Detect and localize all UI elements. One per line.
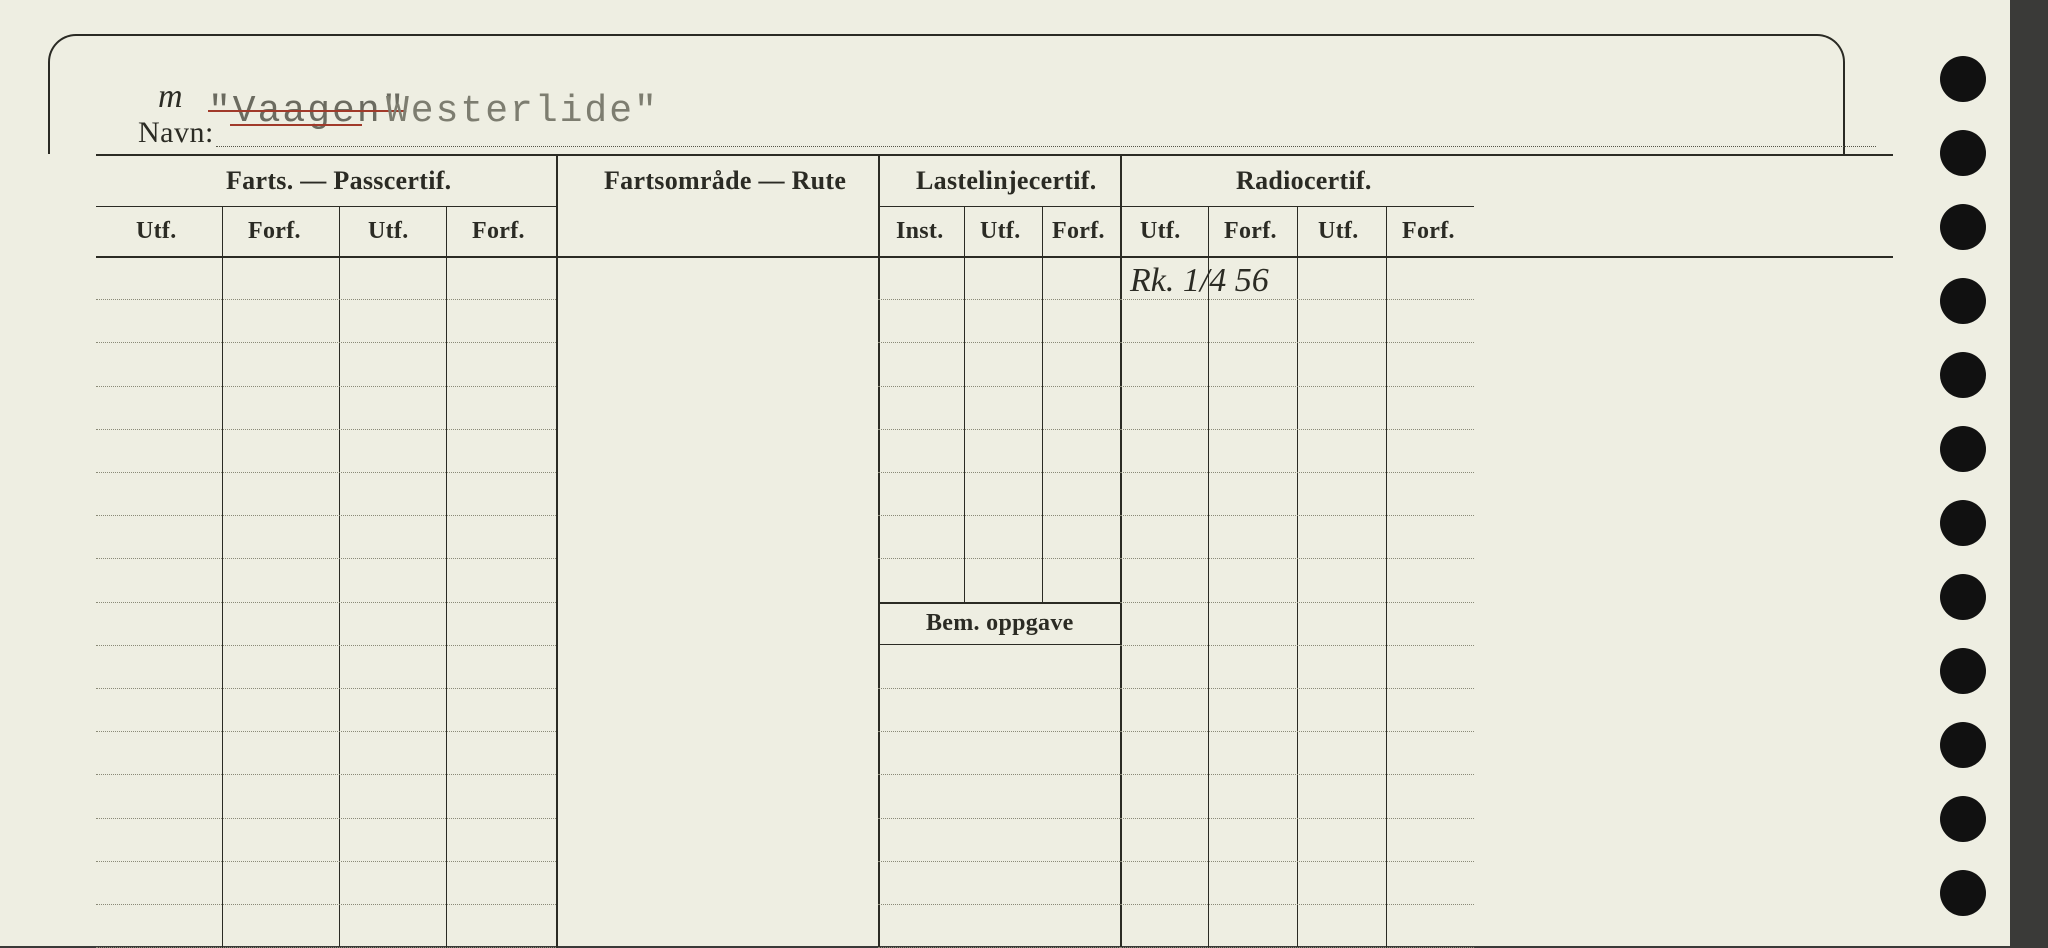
dotted-row	[878, 386, 1120, 387]
dotted-row	[878, 731, 1120, 732]
binder-hole	[1940, 56, 1986, 102]
dotted-row	[1120, 645, 1474, 646]
sub-fp-utf2: Utf.	[368, 218, 409, 245]
hdr-bem-oppgave: Bem. oppgave	[926, 610, 1074, 637]
dotted-row	[96, 861, 556, 862]
dotted-row	[1120, 558, 1474, 559]
name-row: m Navn: "Vaagen" Westerlide"	[138, 80, 1838, 150]
binder-hole	[1940, 278, 1986, 324]
dotted-row	[878, 861, 1120, 862]
dotted-row	[96, 602, 556, 603]
dotted-row	[96, 558, 556, 559]
dotted-row	[878, 429, 1120, 430]
prefix-m: m	[158, 78, 183, 116]
binder-hole	[1940, 722, 1986, 768]
dotted-row	[1120, 861, 1474, 862]
dotted-row	[878, 558, 1120, 559]
dotted-row	[878, 818, 1120, 819]
sub-r-forf2: Forf.	[1402, 218, 1455, 245]
dotted-row	[96, 774, 556, 775]
dotted-row	[878, 688, 1120, 689]
hdr-lastelinje: Lastelinjecertif.	[916, 166, 1097, 196]
sub-fp-forf1: Forf.	[248, 218, 301, 245]
binder-hole	[1940, 204, 1986, 250]
dotted-row	[878, 904, 1120, 905]
red-strike-underline	[230, 124, 362, 126]
dotted-row	[1120, 342, 1474, 343]
hdr-farts-pass: Farts. — Passcertif.	[226, 166, 451, 196]
sub-ll-utf: Utf.	[980, 218, 1021, 245]
dotted-row	[96, 342, 556, 343]
dotted-row	[1120, 731, 1474, 732]
dotted-row	[96, 299, 556, 300]
binder-holes	[1940, 56, 2000, 916]
binder-hole	[1940, 574, 1986, 620]
dotted-row	[96, 688, 556, 689]
index-card: m Navn: "Vaagen" Westerlide"	[48, 34, 1845, 914]
binder-hole	[1940, 426, 1986, 472]
binder-hole	[1940, 352, 1986, 398]
sub-r-utf1: Utf.	[1140, 218, 1181, 245]
dotted-row	[1120, 515, 1474, 516]
dotted-row	[878, 342, 1120, 343]
navn-label: Navn:	[138, 116, 214, 150]
new-name: Westerlide"	[386, 90, 659, 133]
dotted-row	[1120, 429, 1474, 430]
dotted-row	[96, 731, 556, 732]
hdr-fartsomrade: Fartsområde — Rute	[604, 166, 846, 196]
hdr-radio: Radiocertif.	[1236, 166, 1372, 196]
entry-radio-utf1: Rk. 1/4 56	[1130, 262, 1269, 300]
dotted-row	[96, 818, 556, 819]
binder-hole	[1940, 500, 1986, 546]
dotted-row	[1120, 774, 1474, 775]
dotted-row	[96, 645, 556, 646]
sub-r-utf2: Utf.	[1318, 218, 1359, 245]
sub-r-forf1: Forf.	[1224, 218, 1277, 245]
dotted-row	[1120, 688, 1474, 689]
old-name-struck: "Vaagen"	[208, 90, 406, 133]
dotted-row	[878, 299, 1120, 300]
scanned-card-page: m Navn: "Vaagen" Westerlide"	[0, 0, 2010, 946]
binder-hole	[1940, 130, 1986, 176]
dotted-row	[1120, 472, 1474, 473]
dotted-row	[96, 472, 556, 473]
dotted-row	[96, 429, 556, 430]
dotted-row	[878, 515, 1120, 516]
sub-ll-inst: Inst.	[896, 218, 944, 245]
binder-hole	[1940, 870, 1986, 916]
dotted-row	[1120, 602, 1474, 603]
dotted-row	[96, 904, 556, 905]
dotted-row	[1120, 904, 1474, 905]
binder-hole	[1940, 648, 1986, 694]
sub-ll-forf: Forf.	[1052, 218, 1105, 245]
binder-hole	[1940, 796, 1986, 842]
name-dotted-line	[216, 146, 1876, 147]
dotted-row	[1120, 386, 1474, 387]
dotted-row	[96, 515, 556, 516]
sub-fp-utf1: Utf.	[136, 218, 177, 245]
dotted-row	[878, 472, 1120, 473]
dotted-row	[878, 774, 1120, 775]
sub-fp-forf2: Forf.	[472, 218, 525, 245]
dotted-row	[1120, 818, 1474, 819]
dotted-row	[96, 386, 556, 387]
certificate-table: Farts. — Passcertif. Fartsområde — Rute …	[96, 154, 1893, 948]
